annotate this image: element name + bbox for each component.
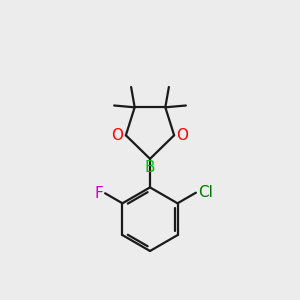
Text: F: F xyxy=(94,186,103,201)
Text: Cl: Cl xyxy=(198,185,213,200)
Text: O: O xyxy=(112,128,124,143)
Text: O: O xyxy=(176,128,188,143)
Text: B: B xyxy=(145,160,155,175)
